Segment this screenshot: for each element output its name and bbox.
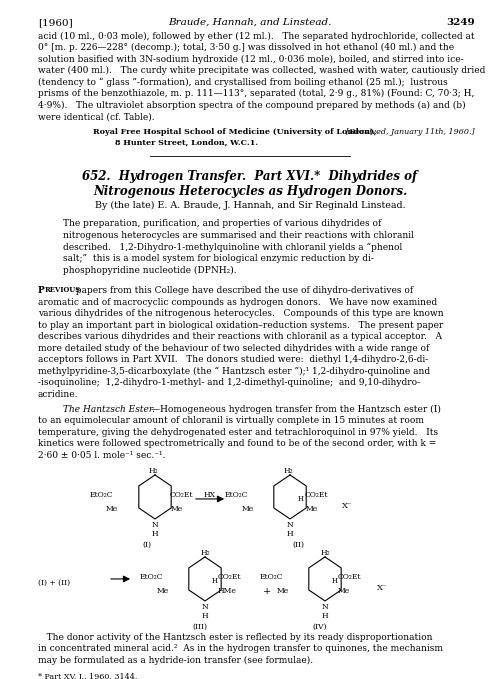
- Text: in concentrated mineral acid.²  As in the hydrogen transfer to quinones, the mec: in concentrated mineral acid.² As in the…: [38, 644, 443, 653]
- Text: EtO₂C: EtO₂C: [90, 491, 113, 499]
- Text: X⁻: X⁻: [342, 502, 352, 510]
- Text: methylpyridine-3,5-dicarboxylate (the “ Hantzsch ester ”);¹ 1,2-dihydro-quinolin: methylpyridine-3,5-dicarboxylate (the “ …: [38, 367, 430, 376]
- Text: (I) + (II): (I) + (II): [38, 579, 70, 587]
- Text: (III): (III): [192, 623, 208, 631]
- Text: Me: Me: [171, 505, 183, 513]
- Text: 652.  Hydrogen Transfer.  Part XVI.*  Dihydrides of: 652. Hydrogen Transfer. Part XVI.* Dihyd…: [82, 170, 417, 183]
- Text: 8 Hunter Street, London, W.C.1.: 8 Hunter Street, London, W.C.1.: [115, 139, 258, 147]
- Text: H: H: [202, 612, 208, 620]
- Text: [Received, January 11th, 1960.]: [Received, January 11th, 1960.]: [346, 128, 475, 136]
- Text: H: H: [322, 612, 328, 620]
- Text: —Homogeneous hydrogen transfer from the Hantzsch ester (I): —Homogeneous hydrogen transfer from the …: [151, 405, 441, 414]
- Text: more detailed study of the behaviour of two selected dihydrides with a wide rang: more detailed study of the behaviour of …: [38, 344, 429, 352]
- Text: (I): (I): [142, 541, 152, 549]
- Text: (II): (II): [292, 541, 304, 549]
- Text: Me: Me: [157, 587, 169, 595]
- Text: salt;”  this is a model system for biological enzymic reduction by di-: salt;” this is a model system for biolog…: [63, 254, 374, 263]
- Text: acridine.: acridine.: [38, 390, 78, 399]
- Text: to an equimolecular amount of chloranil is virtually complete in 15 minutes at r: to an equimolecular amount of chloranil …: [38, 416, 424, 425]
- Text: EtO₂C: EtO₂C: [140, 573, 163, 581]
- Text: The donor activity of the Hantzsch ester is reflected by its ready disproportion: The donor activity of the Hantzsch ester…: [38, 633, 432, 642]
- Text: X⁻: X⁻: [377, 584, 388, 592]
- Text: EtO₂C: EtO₂C: [224, 491, 248, 499]
- Text: HMe: HMe: [218, 587, 237, 595]
- Text: 2·60 ± 0·05 l. mole⁻¹ sec.⁻¹.: 2·60 ± 0·05 l. mole⁻¹ sec.⁻¹.: [38, 451, 166, 460]
- Text: -isoquinoline;  1,2-dihydro-1-methyl- and 1,2-dimethyl-quinoline;  and 9,10-dihy: -isoquinoline; 1,2-dihydro-1-methyl- and…: [38, 378, 420, 387]
- Text: H₂: H₂: [148, 467, 158, 475]
- Text: phosphopyridine nucleotide (DPNH₂).: phosphopyridine nucleotide (DPNH₂).: [63, 265, 236, 274]
- Text: Me: Me: [106, 505, 118, 513]
- Text: Me: Me: [277, 587, 289, 595]
- Text: The Hantzsch Ester.: The Hantzsch Ester.: [63, 405, 155, 414]
- Text: 4·9%).   The ultraviolet absorption spectra of the compound prepared by methods : 4·9%). The ultraviolet absorption spectr…: [38, 100, 466, 110]
- Text: papers from this College have described the use of dihydro-derivatives of: papers from this College have described …: [72, 286, 412, 295]
- Text: N: N: [286, 521, 294, 529]
- Text: H₂: H₂: [283, 467, 293, 475]
- Text: kinetics were followed spectrometrically and found to be of the second order, wi: kinetics were followed spectrometrically…: [38, 439, 436, 448]
- Text: (tendency to “ glass ”-formation), and crystallised from boiling ethanol (25 ml.: (tendency to “ glass ”-formation), and c…: [38, 78, 448, 87]
- Text: solution basified with 3N-sodium hydroxide (12 ml., 0·036 mole), boiled, and sti: solution basified with 3N-sodium hydroxi…: [38, 55, 464, 64]
- Text: H: H: [298, 495, 304, 503]
- Text: N: N: [202, 603, 208, 611]
- Text: REVIOUS: REVIOUS: [44, 286, 80, 294]
- Text: prisms of the benzothiazole, m. p. 111—113°, separated (total, 2·9 g., 81%) (Fou: prisms of the benzothiazole, m. p. 111—1…: [38, 90, 474, 98]
- Text: H₂: H₂: [320, 549, 330, 557]
- Text: nitrogenous heterocycles are summarised and their reactions with chloranil: nitrogenous heterocycles are summarised …: [63, 231, 414, 240]
- Text: H: H: [212, 577, 218, 585]
- Text: H: H: [332, 577, 338, 585]
- Text: to play an important part in biological oxidation–reduction systems.   The prese: to play an important part in biological …: [38, 320, 444, 329]
- Text: acceptors follows in Part XVII.   The donors studied were:  diethyl 1,4-dihydro-: acceptors follows in Part XVII. The dono…: [38, 355, 428, 364]
- Text: may be formulated as a hydride-ion transfer (see formulae).: may be formulated as a hydride-ion trans…: [38, 656, 313, 665]
- Text: Me: Me: [306, 505, 318, 513]
- Text: acid (10 ml., 0·03 mole), followed by ether (12 ml.).   The separated hydrochlor: acid (10 ml., 0·03 mole), followed by et…: [38, 32, 474, 41]
- Text: CO₂Et: CO₂Et: [218, 573, 242, 581]
- Text: 0° [m. p. 226—228° (decomp.); total, 3·50 g.] was dissolved in hot ethanol (40 m: 0° [m. p. 226—228° (decomp.); total, 3·5…: [38, 43, 454, 52]
- Text: [1960]: [1960]: [38, 18, 73, 27]
- Text: water (400 ml.).   The curdy white precipitate was collected, washed with water,: water (400 ml.). The curdy white precipi…: [38, 67, 486, 75]
- Text: +: +: [263, 587, 271, 596]
- Text: The preparation, purification, and properties of various dihydrides of: The preparation, purification, and prope…: [63, 219, 382, 228]
- Text: Royal Free Hospital School of Medicine (University of London),: Royal Free Hospital School of Medicine (…: [93, 128, 376, 136]
- Text: CO₂Et: CO₂Et: [338, 573, 361, 581]
- Text: aromatic and of macrocyclic compounds as hydrogen donors.   We have now examined: aromatic and of macrocyclic compounds as…: [38, 297, 437, 307]
- Text: describes various dihydrides and their reactions with chloranil as a typical acc: describes various dihydrides and their r…: [38, 332, 442, 341]
- Text: By (the late) E. A. Braude, J. Hannah, and Sir Reginald Linstead.: By (the late) E. A. Braude, J. Hannah, a…: [94, 201, 406, 210]
- Text: H: H: [152, 530, 158, 538]
- Text: 3249: 3249: [446, 18, 475, 27]
- Text: were identical (cf. Table).: were identical (cf. Table).: [38, 112, 154, 122]
- Text: Me: Me: [338, 587, 350, 595]
- Text: (IV): (IV): [313, 623, 327, 631]
- Text: Braude, Hannah, and Linstead.: Braude, Hannah, and Linstead.: [168, 18, 332, 27]
- Text: HX: HX: [204, 491, 216, 499]
- Text: P: P: [38, 286, 45, 295]
- Text: H: H: [286, 530, 294, 538]
- Text: N: N: [152, 521, 158, 529]
- Text: CO₂Et: CO₂Et: [305, 491, 328, 499]
- Text: Nitrogenous Heterocycles as Hydrogen Donors.: Nitrogenous Heterocycles as Hydrogen Don…: [93, 185, 407, 198]
- Text: various dihydrides of the nitrogenous heterocycles.   Compounds of this type are: various dihydrides of the nitrogenous he…: [38, 309, 444, 318]
- Text: EtO₂C: EtO₂C: [260, 573, 283, 581]
- Text: * Part XV, J., 1960, 3144.: * Part XV, J., 1960, 3144.: [38, 673, 138, 679]
- Text: temperature, giving the dehydrogenated ester and tetrachloroquinol in 97% yield.: temperature, giving the dehydrogenated e…: [38, 428, 438, 437]
- Text: described.   1,2-Dihydro-1-methylquinoline with chloranil yields a “phenol: described. 1,2-Dihydro-1-methylquinoline…: [63, 242, 402, 252]
- Text: CO₂Et: CO₂Et: [170, 491, 194, 499]
- Text: H₂: H₂: [200, 549, 210, 557]
- Text: Me: Me: [242, 505, 254, 513]
- Text: N: N: [322, 603, 328, 611]
